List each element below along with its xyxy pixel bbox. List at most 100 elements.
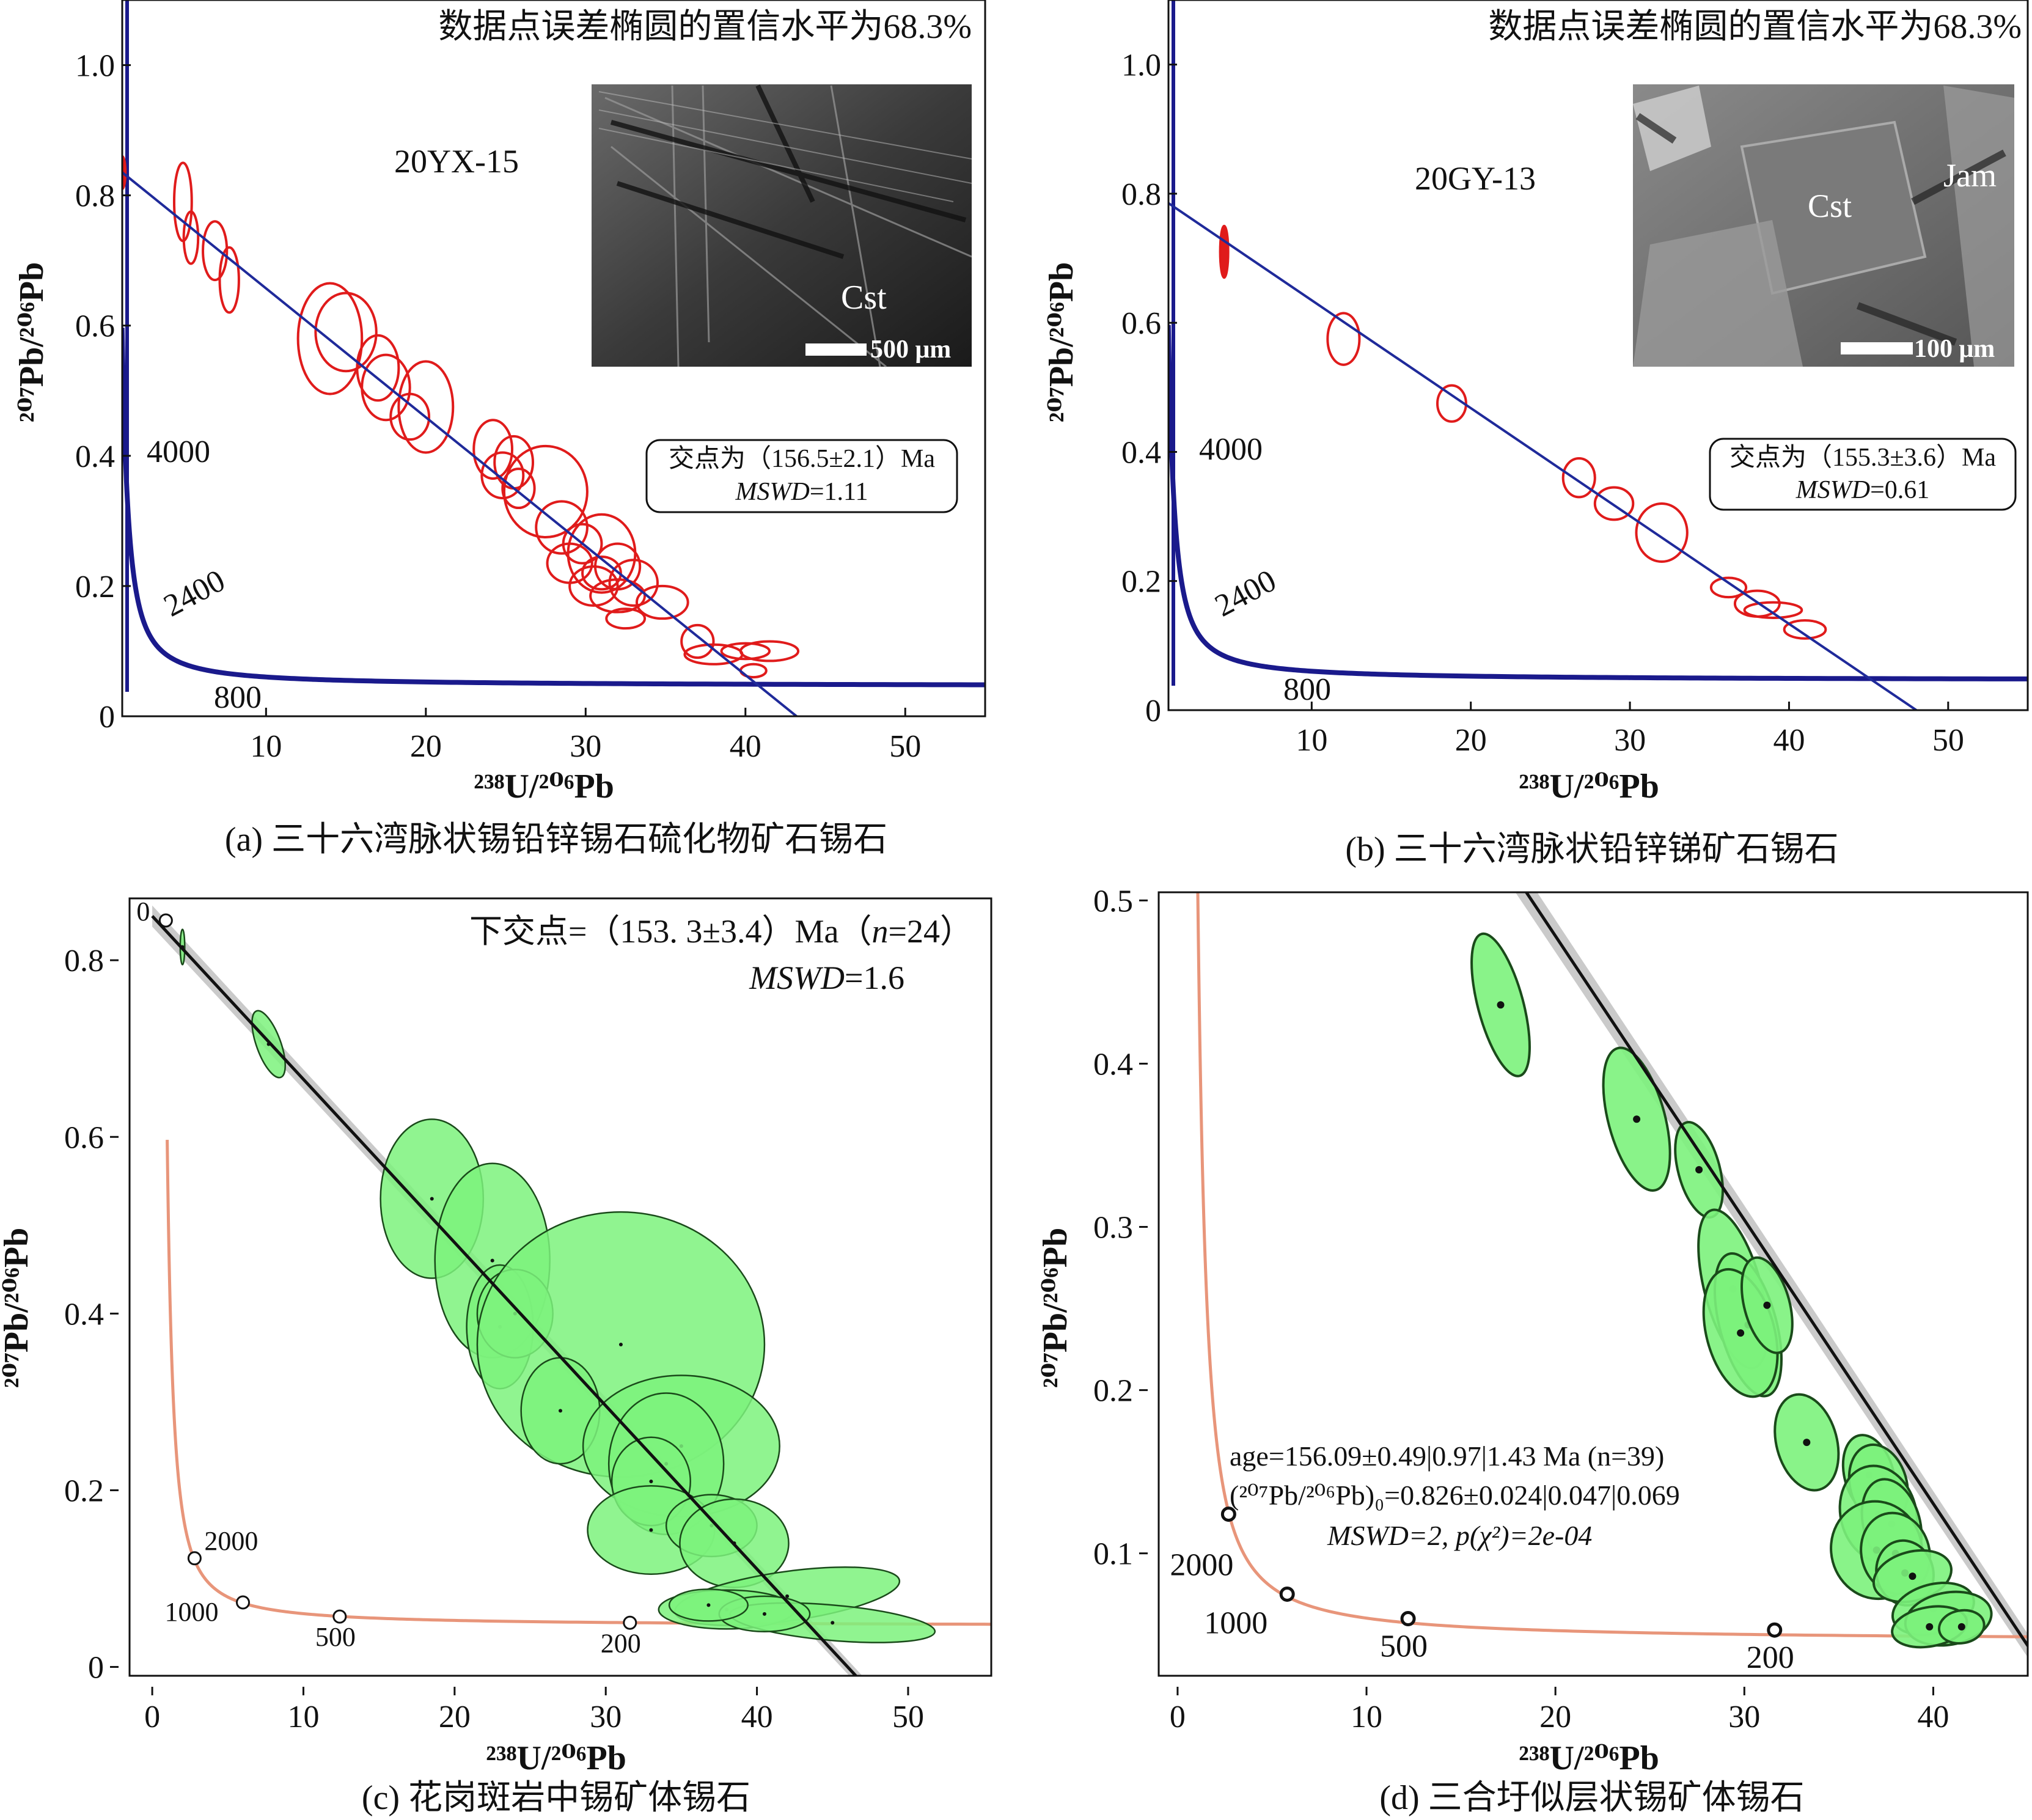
panel-c-y-tick-label: 0.6 — [64, 1120, 104, 1155]
panel-a-error-ellipse — [218, 246, 240, 314]
panel-c-y-tick-label: 0 — [88, 1651, 104, 1686]
panel-a-concordia-label-2400: 2400 — [158, 563, 231, 623]
panel-a-error-ellipse — [680, 623, 715, 659]
panel-d-x-tick-label: 20 — [1539, 1700, 1571, 1734]
panel-a-error-ellipse — [397, 360, 455, 454]
panel-c-x-tick-label: 50 — [892, 1700, 924, 1734]
panel-a-sample-label: 20YX-15 — [394, 143, 519, 180]
panel-c-concordia-age-label: 200 — [601, 1628, 641, 1658]
panel-a-confidence-note: 数据点误差椭圆的置信水平为68.3% — [438, 8, 972, 46]
panel-a-mswd-text: MSWD=1.11 — [735, 478, 868, 506]
panel-b-inset-mineral-label-2: Jam — [1943, 157, 1997, 194]
panel-d-y-tick-label: 0.2 — [1093, 1374, 1133, 1409]
panel-c-ellipse-center — [831, 1621, 835, 1625]
panel-d-concordia-age-point — [1767, 1622, 1783, 1638]
panel-b-x-tick-label: 30 — [1614, 723, 1646, 758]
panel-d-concordia-age-point — [1279, 1586, 1295, 1602]
panel-b-plot-area — [1168, 0, 2028, 710]
panel-b-error-ellipse — [1326, 312, 1361, 366]
panel-a-error-ellipse — [389, 392, 431, 441]
panel-a-intercept-text: 交点为（156.5±2.1）Ma — [669, 444, 935, 473]
panel-d-x-tick-label: 10 — [1351, 1700, 1382, 1734]
panel-a-x-tick-label: 10 — [250, 729, 282, 764]
panel-b-error-ellipse — [1561, 457, 1596, 499]
panel-d-ellipse-center — [1926, 1623, 1934, 1631]
panel-b-sample-label: 20GY-13 — [1415, 160, 1536, 197]
panel-d-x-tick-label: 30 — [1728, 1700, 1760, 1734]
panel-d-plot-area — [1196, 892, 2028, 1657]
panel-b-error-ellipse — [1219, 224, 1230, 279]
panel-c-concordia-age-label: 500 — [315, 1622, 356, 1652]
panel-c-x-tick-label: 0 — [144, 1700, 160, 1734]
panel-b-plot: 10 20 30 40 50 0 0.2 0.4 0.6 0.8 1.0 — [1121, 0, 2029, 758]
panel-d-concordia-age-label: 500 — [1380, 1629, 1428, 1664]
panel-b-x-axis-label: ²³⁸U/²⁰⁶Pb — [1519, 768, 1659, 805]
panel-c-concordia-age-point — [158, 913, 173, 928]
panel-b-y-tick-label: 0.8 — [1121, 177, 1161, 212]
panel-b-concordia-label-2400: 2400 — [1209, 563, 1282, 623]
panel-b-caption: (b) 三十六湾脉状铅锌锑矿石锡石 — [1345, 831, 1838, 868]
panel-c-ellipse-center — [706, 1603, 711, 1607]
panel-c-concordia-age-label: 2000 — [204, 1526, 258, 1556]
panel-b-scale-label: 100 μm — [1914, 335, 1995, 363]
panel-b-error-ellipse — [1635, 502, 1689, 563]
panel-a-concordia-label-800: 800 — [214, 680, 262, 715]
panel-a-error-ellipse — [739, 640, 800, 662]
panel-c-ellipse-center — [785, 1594, 790, 1598]
panel-d-discordia-line — [1524, 892, 2028, 1649]
panel-c-ellipse-center — [649, 1528, 653, 1532]
panel-d-concordia-age-label: 1000 — [1204, 1605, 1267, 1640]
panel-b: 10 20 30 40 50 0 0.2 0.4 0.6 0.8 1.0 数据点误差椭圆的置信水平为… — [1121, 0, 2029, 868]
panel-c-age-text: 下交点=（153. 3±3.4）Ma（n=24） — [469, 913, 973, 950]
panel-a-plot: 10 20 30 40 50 0 0.2 0.4 0.6 0.8 1.0 — [75, 0, 986, 764]
panel-c-mswd-text: MSWD=1.6 — [749, 960, 904, 996]
panel-a-y-tick-label: 0.6 — [75, 309, 115, 344]
panel-a-error-ellipse — [361, 353, 411, 422]
panel-b-concordia-label-4000: 4000 — [1199, 432, 1263, 467]
panel-c-ellipse-center — [649, 1480, 653, 1483]
panel-b-intercept-text: 交点为（155.3±3.6）Ma — [1729, 443, 1996, 472]
panel-a-error-ellipse — [535, 500, 589, 555]
panel-b-sem-inset: Cst Jam 100 μm — [1633, 84, 2014, 367]
panel-b-error-ellipse — [1709, 576, 1748, 599]
panel-a-error-ellipse — [568, 565, 619, 607]
panel-c-y-tick-label: 0.4 — [64, 1297, 104, 1332]
panel-a-concordia-curve — [122, 328, 985, 688]
panel-a-error-ellipse — [608, 559, 659, 607]
panel-c-concordia-age-point — [236, 1595, 251, 1610]
panel-d-concordia-age-label: 200 — [1747, 1640, 1794, 1675]
panel-a-error-ellipse — [296, 282, 364, 395]
panel-c-x-tick-label: 40 — [741, 1700, 773, 1734]
panel-c-ellipse-center — [559, 1409, 562, 1413]
panel-c-caption: (c) 花岗斑岩中锡矿体锡石 — [362, 1779, 750, 1817]
panel-a-result-box: 交点为（156.5±2.1）Ma MSWD=1.11 — [645, 439, 958, 513]
panel-a-y-tick-label: 0.4 — [75, 439, 115, 474]
panel-a-error-ellipse — [182, 210, 200, 265]
panel-a-x-tick-label: 40 — [730, 729, 761, 764]
panel-b-error-ellipse — [1436, 384, 1467, 423]
panel-b-concordia-label-800: 800 — [1283, 672, 1331, 707]
panel-d-ellipse-center — [1803, 1439, 1811, 1447]
panel-a-error-ellipse — [314, 292, 378, 373]
panel-a-x-tick-label: 30 — [570, 729, 601, 764]
panel-a-axes-frame — [121, 0, 986, 717]
panel-c-x-tick-label: 20 — [439, 1700, 471, 1734]
panel-b-y-tick-label: 0.2 — [1121, 565, 1161, 600]
panel-b-y-tick-label: 0.6 — [1121, 306, 1161, 341]
panel-d-concordia-age-label: 2000 — [1170, 1548, 1233, 1583]
panel-a-error-ellipse — [605, 607, 647, 630]
panel-c-x-tick-label: 30 — [590, 1700, 622, 1734]
panel-a-discordia-line — [122, 171, 799, 716]
panel-a-scale-bar — [805, 343, 867, 356]
panel-a-error-ellipse — [501, 468, 536, 510]
panel-a-error-ellipse — [589, 578, 647, 614]
panel-c-x-axis-label: ²³⁸U/²⁰⁶Pb — [486, 1739, 626, 1777]
panel-d-ellipse-center — [1737, 1329, 1745, 1337]
panel-d-concordia-age-point — [1220, 1506, 1236, 1522]
panel-b-result-box: 交点为（155.3±3.6）Ma MSWD=0.61 — [1709, 438, 2017, 511]
panel-d-caption: (d) 三合圩似层状锡矿体锡石 — [1379, 1779, 1804, 1817]
